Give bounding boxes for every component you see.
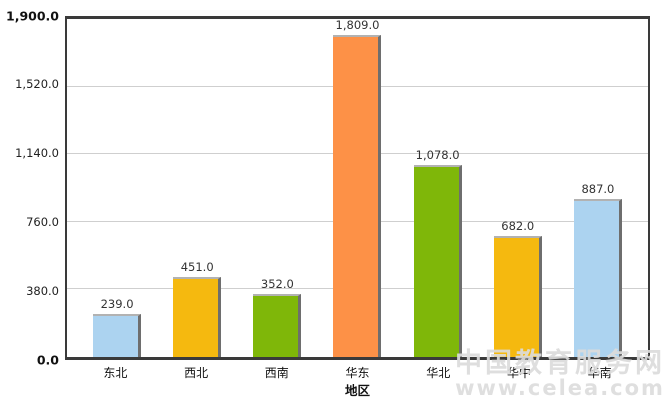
bar <box>253 294 302 357</box>
bar-slot: 239.0 <box>77 19 157 357</box>
bar-slot: 682.0 <box>478 19 558 357</box>
bar-value-label: 1,809.0 <box>335 18 380 33</box>
bar-slot: 887.0 <box>558 19 638 357</box>
y-axis-tick-label: 380.0 <box>26 283 59 298</box>
y-axis-tick-label: 1,900.0 <box>6 7 59 23</box>
y-axis: 0.0 380.0 760.0 1,140.0 1,520.0 1,900.0 <box>0 9 61 365</box>
bar-value-label: 1,078.0 <box>415 148 460 163</box>
y-axis-tick-label: 760.0 <box>26 214 59 229</box>
bar <box>573 199 622 357</box>
bar <box>333 35 382 357</box>
x-axis-category-label: 华中 <box>506 366 531 380</box>
bar-slot: 352.0 <box>237 19 317 357</box>
plot-area: 239.0 451.0 352.0 1,809.0 1,078.0 682.0 887.0 <box>65 16 650 360</box>
y-axis-tick-label: 1,140.0 <box>15 145 59 160</box>
bar <box>493 235 542 357</box>
x-axis-category-label: 西北 <box>184 366 209 380</box>
x-axis-category-label: 华南 <box>587 366 612 380</box>
x-axis-category-label: 西南 <box>264 366 289 380</box>
bar-slot: 1,809.0 <box>317 18 397 357</box>
bars-container: 239.0 451.0 352.0 1,809.0 1,078.0 682.0 887.0 <box>67 18 648 357</box>
bar <box>173 276 222 357</box>
bar-value-label: 239.0 <box>100 297 134 312</box>
x-axis-title: 地区 <box>344 383 370 398</box>
y-axis-tick-label: 0.0 <box>36 351 59 367</box>
bar-slot: 1,078.0 <box>398 19 478 357</box>
bar-value-label: 451.0 <box>180 259 214 274</box>
x-axis-category-label: 华北 <box>426 366 451 380</box>
bar-value-label: 352.0 <box>260 277 294 292</box>
x-axis-category-label: 东北 <box>103 366 128 380</box>
bar-slot: 451.0 <box>157 19 237 357</box>
bar <box>93 314 142 357</box>
bar-value-label: 887.0 <box>581 182 615 197</box>
bar-value-label: 682.0 <box>501 218 535 233</box>
x-axis-category-label: 华东 <box>345 366 370 380</box>
x-axis: 东北 西北 西南 华东 华北 华中 华南 <box>65 364 650 381</box>
bar <box>413 165 462 357</box>
y-axis-tick-label: 1,520.0 <box>15 77 59 92</box>
